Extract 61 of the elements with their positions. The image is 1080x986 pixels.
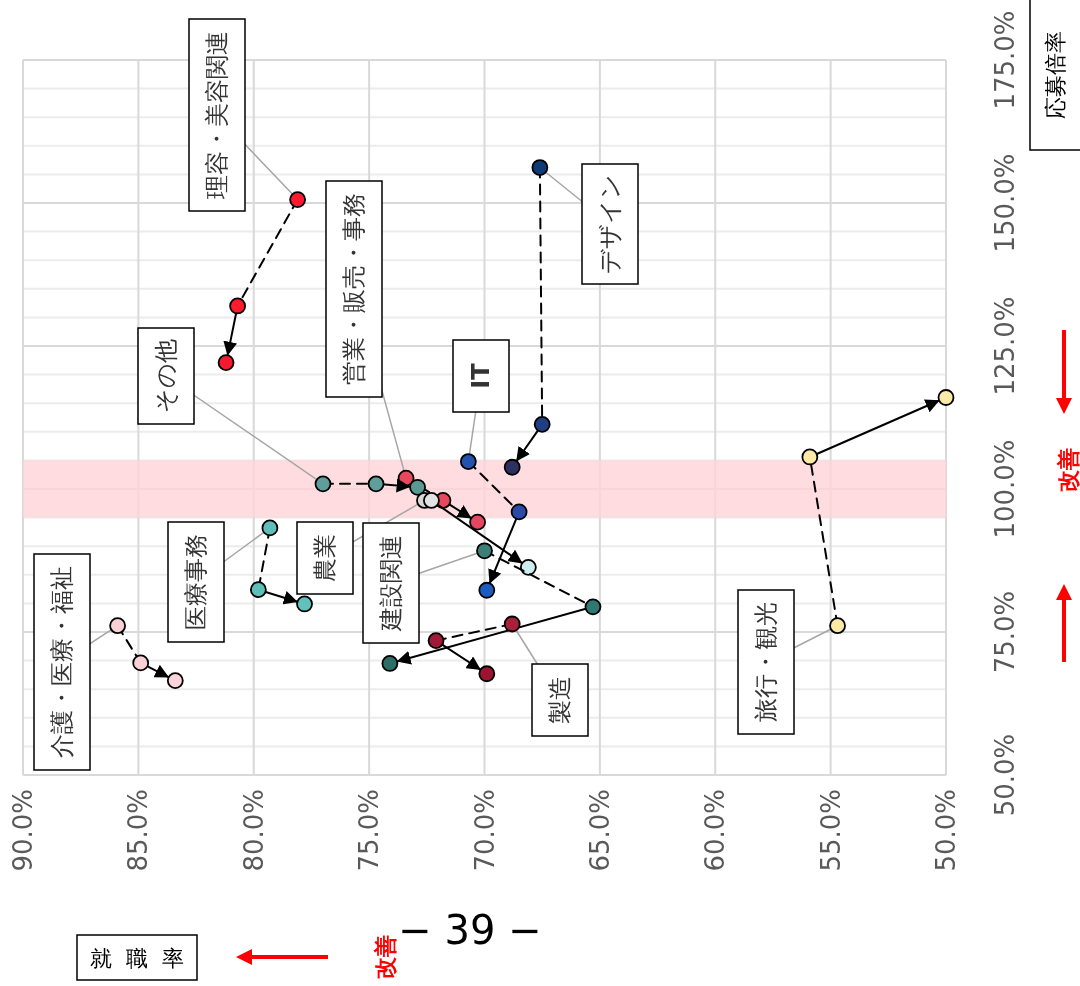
x-tick-label: 80.0% <box>238 789 269 872</box>
point <box>531 159 549 176</box>
point <box>937 389 955 406</box>
point <box>166 672 184 690</box>
y-tick-label: 100.0% <box>990 439 1020 539</box>
point <box>503 615 521 633</box>
y-tick-label: 50.0% <box>990 733 1020 817</box>
point <box>217 354 235 371</box>
x-tick-label: 60.0% <box>700 789 731 872</box>
x-tick-label: 50.0% <box>931 789 961 872</box>
point <box>478 665 496 683</box>
x-tick-label: 85.0% <box>123 789 154 872</box>
text: その他 <box>152 339 180 413</box>
point <box>478 581 496 599</box>
y-axis-title: 応募倍率 <box>1042 31 1068 119</box>
point <box>584 598 602 616</box>
point <box>510 503 528 521</box>
text: デザイン <box>596 174 624 274</box>
point <box>427 632 445 649</box>
text: 旅行・観光 <box>752 602 780 722</box>
text: 医療事務 <box>182 534 210 630</box>
point <box>314 475 332 493</box>
text: IT <box>467 362 495 389</box>
point <box>109 617 127 635</box>
point <box>289 191 306 208</box>
point <box>409 478 426 496</box>
x-tick-label: 65.0% <box>584 789 615 872</box>
point <box>533 415 551 433</box>
point <box>519 558 537 576</box>
text: 改善 <box>372 935 398 979</box>
point <box>829 617 846 635</box>
point <box>229 297 246 315</box>
text: 営業・販売・事務 <box>340 193 368 385</box>
x-tick-label: 90.0% <box>8 789 38 872</box>
point <box>476 542 493 560</box>
text: 建設関連 <box>377 535 405 632</box>
text: 改善 <box>1055 448 1080 492</box>
point <box>801 448 819 466</box>
point <box>367 475 385 493</box>
point <box>503 458 521 476</box>
point <box>249 581 267 599</box>
point <box>381 655 399 672</box>
point <box>459 453 477 470</box>
x-axis-title: 就職率 <box>90 945 198 971</box>
point <box>423 492 440 509</box>
text: 理容・美容関連 <box>203 31 231 199</box>
x-tick-label: 75.0% <box>354 789 385 872</box>
x-tick-label: 55.0% <box>815 789 846 872</box>
point <box>132 654 150 672</box>
y-tick-label: 125.0% <box>990 296 1020 396</box>
point <box>261 519 279 537</box>
y-tick-label: 75.0% <box>990 590 1020 674</box>
y-tick-label: 150.0% <box>990 153 1020 253</box>
text: − 39 − <box>398 907 542 953</box>
y-tick-label: 175.0% <box>990 10 1020 110</box>
point <box>296 595 313 613</box>
text: 農業 <box>311 534 339 582</box>
x-tick-label: 70.0% <box>469 789 500 872</box>
text: 製造 <box>546 676 574 724</box>
text: 介護・医療・福祉 <box>48 566 76 758</box>
point <box>469 513 486 531</box>
